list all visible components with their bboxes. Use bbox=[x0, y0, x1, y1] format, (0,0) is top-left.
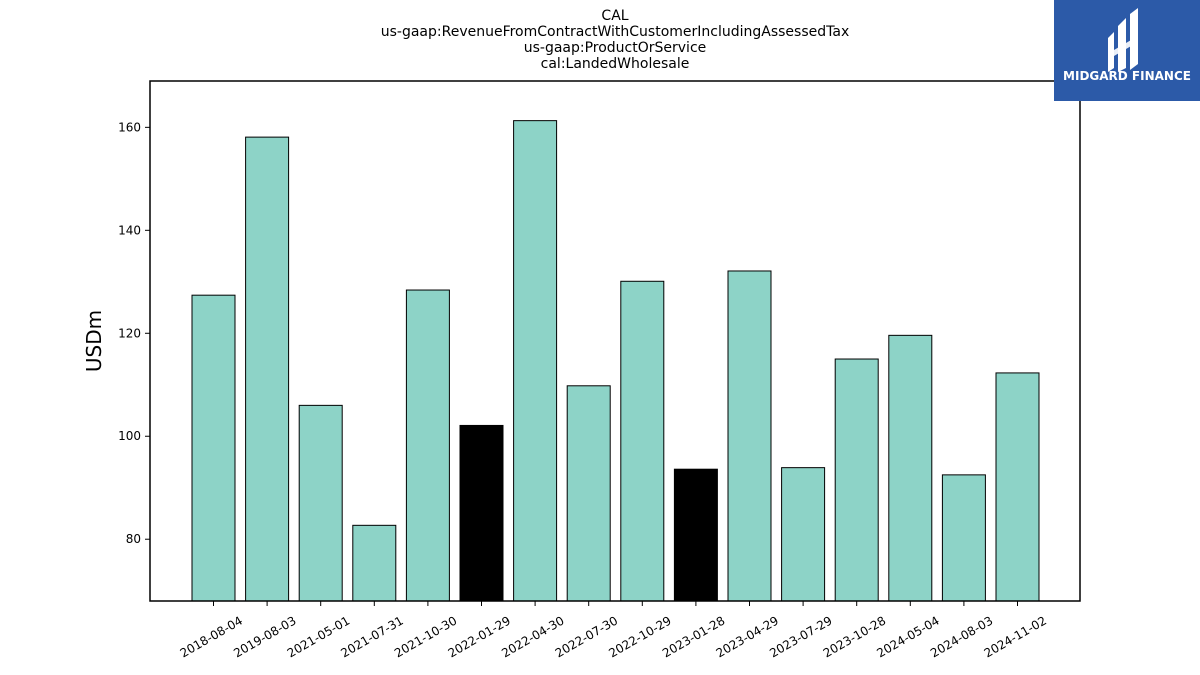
y-tick-label: 160 bbox=[118, 120, 141, 134]
y-tick-label: 100 bbox=[118, 429, 141, 443]
midgard-finance-logo: MIDGARD FINANCE bbox=[1054, 0, 1200, 101]
x-axis: 2018-08-042019-08-032021-05-012021-07-31… bbox=[178, 601, 1049, 660]
bar-2023-10-28 bbox=[834, 358, 879, 602]
bar-2022-04-30 bbox=[513, 120, 558, 602]
plot-frame bbox=[149, 80, 1081, 602]
y-tick-label: 120 bbox=[118, 326, 141, 340]
bar-2024-08-03 bbox=[941, 474, 986, 602]
bar-2019-08-03 bbox=[245, 136, 290, 602]
y-tick-label: 80 bbox=[126, 532, 141, 546]
chart-title-line: CAL bbox=[601, 8, 628, 24]
y-axis: 80 100 120 140 160 bbox=[118, 120, 150, 546]
bar-2021-05-01 bbox=[298, 404, 343, 602]
bar-2023-07-29 bbox=[781, 467, 826, 602]
chart-title: CALus-gaap:RevenueFromContractWithCustom… bbox=[381, 8, 850, 72]
bar-2023-01-28 bbox=[673, 468, 718, 602]
bar-2021-10-30 bbox=[405, 289, 450, 602]
y-axis-label: USDm bbox=[82, 310, 106, 372]
chart-title-line: us-gaap:ProductOrService bbox=[524, 40, 707, 56]
bar-2024-11-02 bbox=[995, 372, 1040, 602]
bar-2024-05-04 bbox=[888, 334, 933, 602]
chart-title-line: us-gaap:RevenueFromContractWithCustomerI… bbox=[381, 24, 850, 40]
bar-2022-07-30 bbox=[566, 385, 611, 602]
logo-mark-icon bbox=[1108, 8, 1138, 72]
logo-text: MIDGARD FINANCE bbox=[1063, 69, 1191, 83]
bar-2022-10-29 bbox=[620, 280, 665, 602]
bar-2018-08-04 bbox=[191, 294, 236, 602]
bar-2021-07-31 bbox=[352, 524, 397, 602]
chart-title-line: cal:LandedWholesale bbox=[541, 56, 690, 72]
bar-2022-01-29 bbox=[459, 424, 504, 602]
bar-2023-04-29 bbox=[727, 270, 772, 602]
y-tick-label: 140 bbox=[118, 223, 141, 237]
bars bbox=[191, 120, 1040, 602]
